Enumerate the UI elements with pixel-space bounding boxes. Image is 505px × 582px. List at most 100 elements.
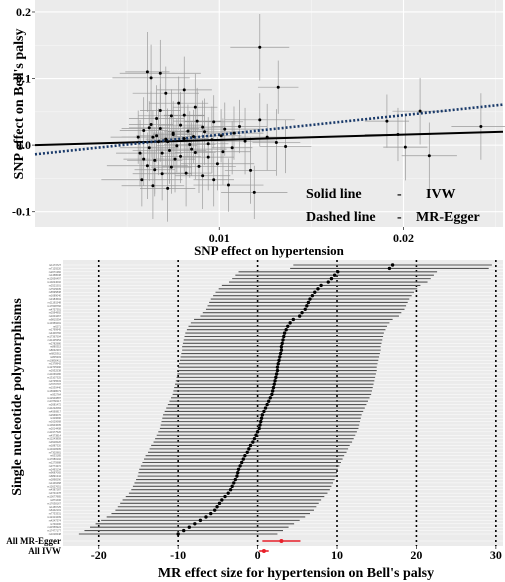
- forest-x-tick-label: -10: [170, 548, 186, 562]
- snp-point: [142, 128, 146, 132]
- snp-point: [258, 45, 262, 49]
- snp-label: rs1620668: [49, 420, 62, 424]
- snp-label: rs319690: [50, 416, 61, 420]
- snp-point: [158, 126, 162, 130]
- snp-label: rs1173727: [49, 263, 62, 267]
- snp-estimate-point: [308, 297, 312, 301]
- snp-point: [142, 157, 146, 161]
- snp-point: [479, 124, 483, 128]
- snp-label: rs16998073: [47, 389, 61, 393]
- snp-estimate-point: [232, 481, 236, 485]
- snp-label: rs11191548: [48, 300, 62, 304]
- snp-label: rs12705390: [47, 365, 61, 369]
- snp-estimate-point: [176, 532, 180, 536]
- snp-estimate-point: [274, 375, 278, 380]
- snp-point: [179, 123, 183, 127]
- snp-label: rs10943605: [47, 423, 61, 427]
- snp-estimate-point: [238, 464, 242, 468]
- snp-point: [212, 178, 216, 182]
- snp-estimate-point: [212, 508, 217, 512]
- snp-point: [166, 186, 170, 190]
- snp-estimate-point: [279, 345, 284, 349]
- snp-estimate-point: [223, 494, 227, 499]
- snp-label: rs4757391: [49, 307, 62, 311]
- snp-label: rs11977526: [47, 430, 61, 434]
- snp-estimate-point: [310, 293, 315, 298]
- snp-label: rs6442101: [49, 508, 62, 512]
- snp-estimate-point: [297, 314, 302, 318]
- snp-label: rs17608766: [47, 304, 61, 308]
- y-tick-label: 0.1: [16, 72, 31, 86]
- snp-label: rs13359291: [47, 321, 61, 325]
- snp-estimate-point: [278, 351, 283, 356]
- snp-point: [427, 154, 431, 158]
- snp-label: rs740406: [50, 522, 61, 526]
- snp-point: [396, 132, 400, 136]
- snp-point: [201, 125, 205, 129]
- snp-point: [249, 168, 253, 172]
- legend-method-egger: MR-Egger: [416, 210, 480, 225]
- snp-estimate-point: [236, 467, 241, 472]
- snp-estimate-point: [198, 518, 203, 523]
- snp-estimate-point: [271, 385, 276, 390]
- snp-point: [197, 164, 201, 168]
- snp-label: rs1378942: [49, 362, 62, 366]
- snp-label: rs7129220: [49, 266, 62, 270]
- legend: Solid line - IVW Dashed line - MR-Egger: [306, 187, 480, 225]
- snp-label: rs12656497: [47, 277, 61, 281]
- snp-estimate-point: [274, 372, 279, 376]
- snp-point: [147, 146, 151, 150]
- snp-estimate-point: [282, 334, 286, 339]
- snp-estimate-point: [275, 365, 280, 369]
- snp-label: rs4590817: [49, 409, 62, 413]
- snp-point: [252, 190, 256, 194]
- snp-label: rs10760117: [47, 399, 61, 403]
- snp-label: rs1530440: [49, 386, 62, 390]
- snp-estimate-point: [270, 389, 275, 393]
- snp-point: [212, 120, 216, 124]
- snp-label: rs4409766: [49, 331, 62, 335]
- snp-estimate-point: [258, 423, 262, 427]
- snp-point: [215, 162, 219, 166]
- legend-label-solid: Solid line: [306, 187, 362, 202]
- snp-estimate-point: [273, 379, 277, 383]
- snp-estimate-point: [278, 355, 282, 359]
- snp-point: [147, 126, 151, 130]
- snp-point: [203, 130, 207, 134]
- snp-estimate-point: [209, 511, 213, 516]
- snp-estimate-point: [220, 498, 224, 502]
- snp-label: rs6891344: [49, 474, 62, 478]
- snp-point: [403, 145, 407, 149]
- snp-label: rs1887320: [49, 443, 62, 447]
- snp-point: [158, 109, 162, 113]
- snp-estimate-point: [252, 436, 257, 441]
- snp-estimate-point: [270, 392, 274, 397]
- legend-label-dashed: Dashed line: [306, 210, 376, 225]
- snp-point: [182, 88, 186, 92]
- snp-estimate-point: [277, 358, 281, 363]
- scatter-y-tick-labels: -0.1 0.0 0.1 0.2: [12, 5, 35, 219]
- forest-x-tick-label: 30: [490, 548, 502, 562]
- snp-estimate-point: [305, 304, 309, 308]
- snp-label: rs6271: [53, 324, 61, 328]
- ivw-line: [34, 130, 504, 147]
- snp-point: [138, 151, 142, 155]
- scatter-x-axis-label: SNP effect on hypertension: [194, 243, 345, 258]
- snp-point: [182, 113, 186, 117]
- scatter-x-tick-labels: 0.01 0.02: [209, 227, 414, 245]
- snp-estimate-point: [286, 324, 290, 328]
- snp-label: rs2493134: [49, 467, 62, 471]
- snp-estimate-point: [276, 362, 280, 366]
- snp-label: rs2521501: [49, 283, 62, 287]
- snp-point: [274, 140, 278, 144]
- snp-estimate-point: [336, 270, 340, 274]
- snp-point: [158, 71, 162, 75]
- snp-point: [153, 158, 157, 162]
- snp-point: [223, 127, 227, 131]
- snp-label: rs17367504: [47, 335, 61, 339]
- snp-point: [171, 131, 175, 135]
- y-tick-label: -0.1: [12, 205, 31, 219]
- snp-label: rs12413409: [47, 515, 61, 519]
- snp-point: [168, 148, 172, 152]
- snp-point: [385, 119, 389, 123]
